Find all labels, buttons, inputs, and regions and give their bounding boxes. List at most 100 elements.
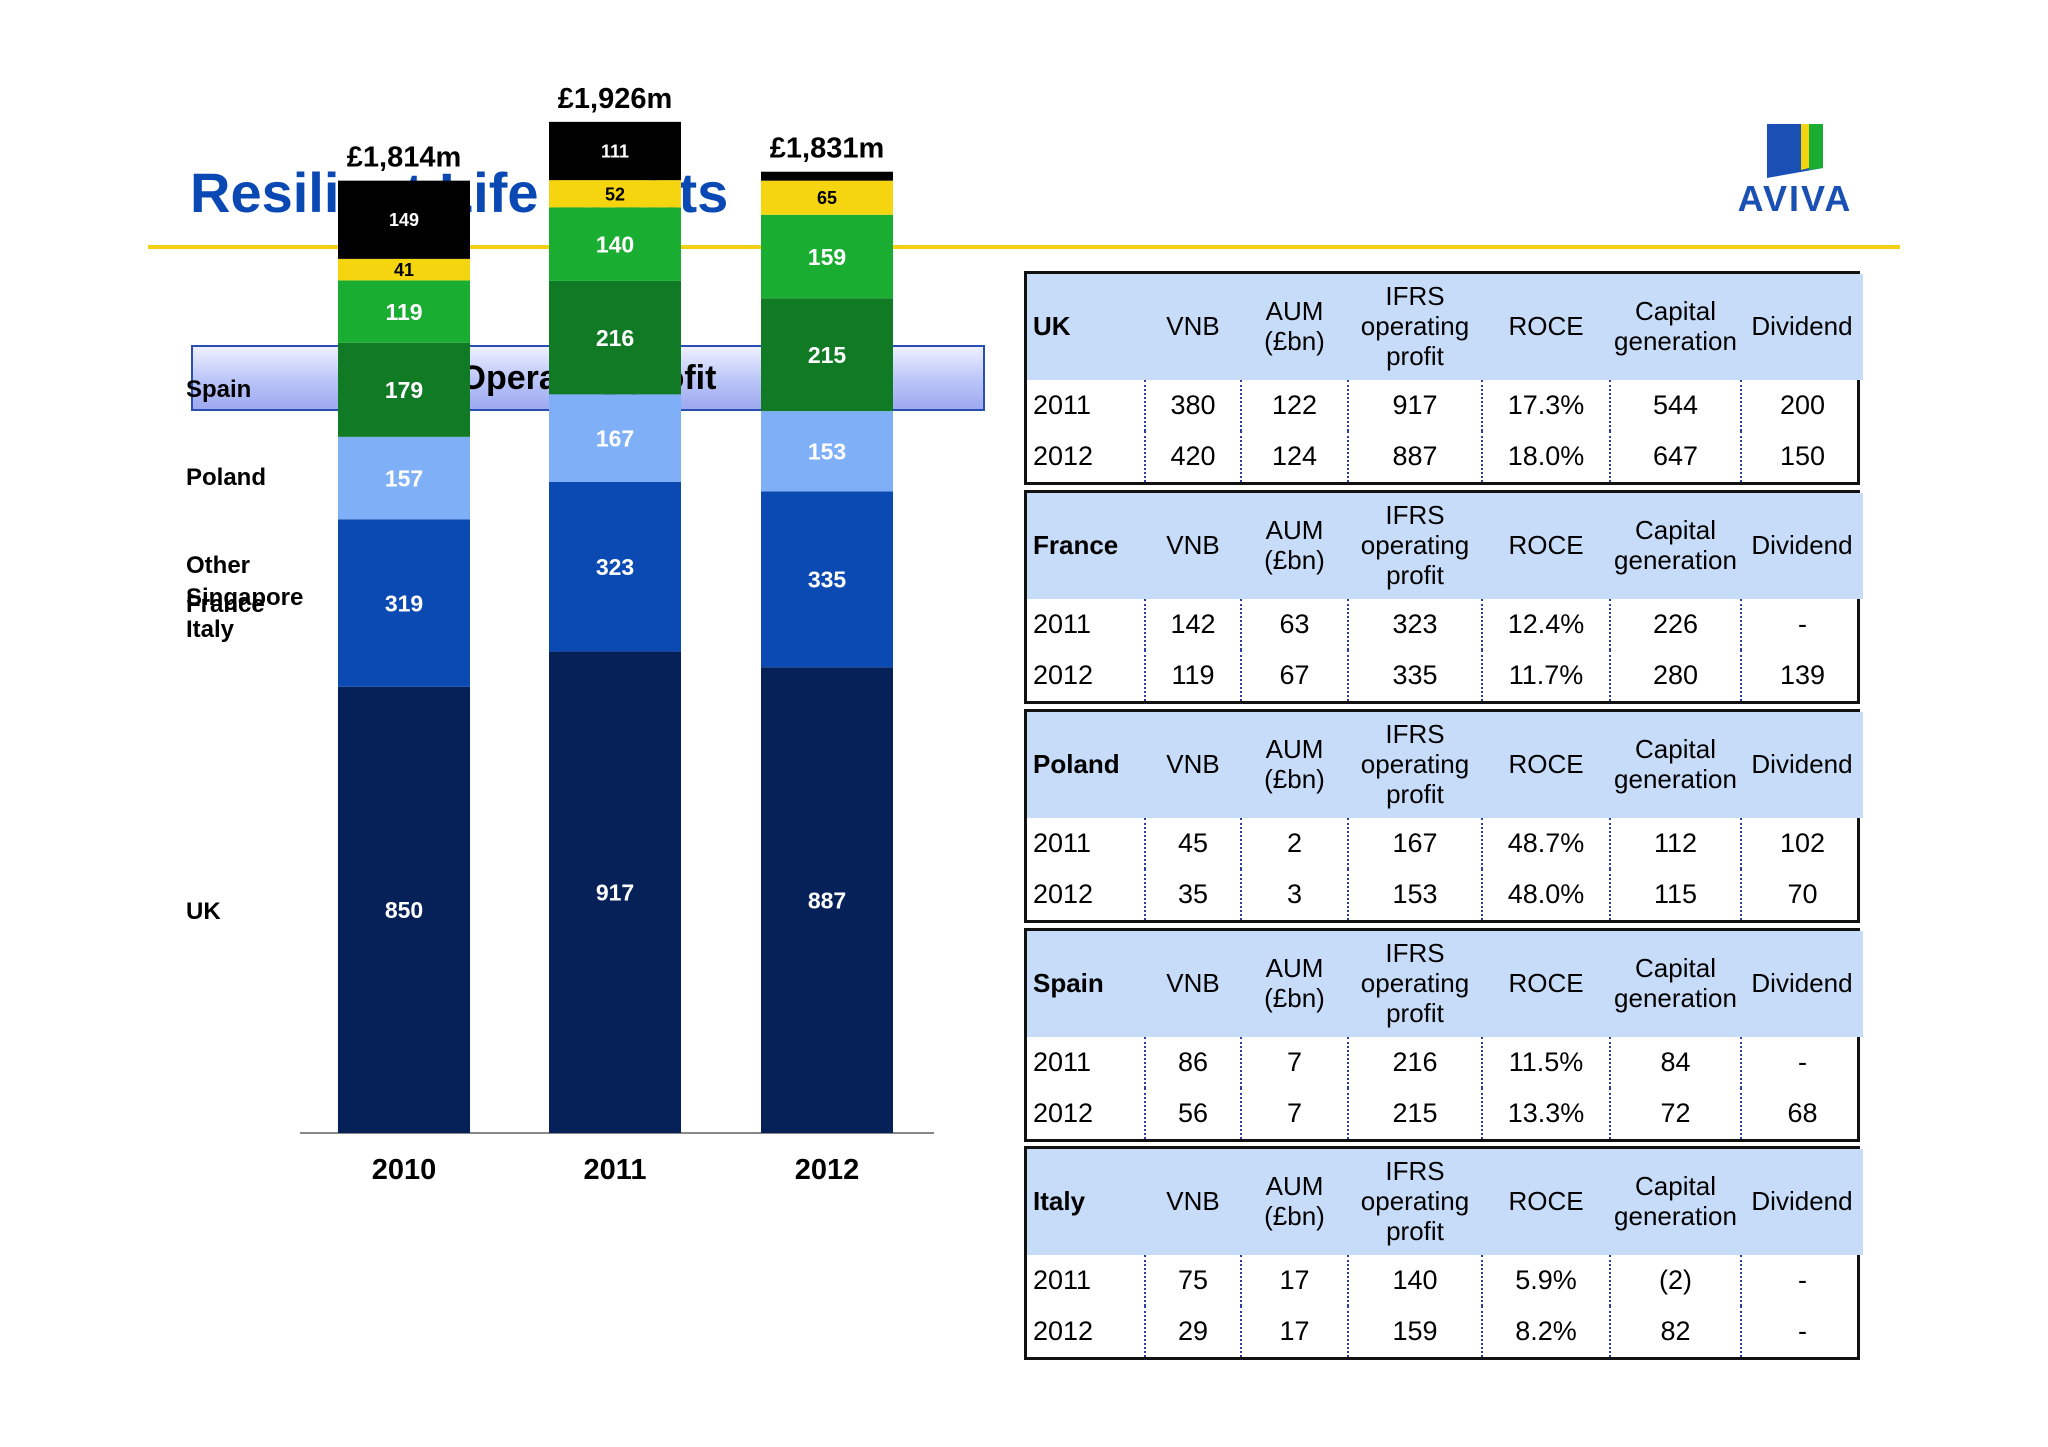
bar-2011-singapore: [549, 180, 681, 208]
row-year: 2011: [1033, 1047, 1092, 1077]
bar-2012-poland: [761, 411, 893, 492]
x-tick-label-2012: 2012: [795, 1154, 860, 1186]
aviva-logo: [1767, 124, 1823, 178]
table-row: 2012 29 17 159 8.2% 82-: [1027, 1306, 1863, 1357]
table-column-header: IFRS operating profit: [1348, 274, 1482, 380]
total-label-2011: £1,926m: [558, 83, 673, 115]
table-cell: 150: [1740, 431, 1863, 482]
legend-label-uk: UK: [186, 898, 221, 925]
table-cell: 226: [1609, 599, 1741, 650]
table-cell: 86: [1144, 1037, 1241, 1088]
bar-2010-spain: [338, 342, 470, 437]
table-cell: 917: [1347, 380, 1482, 431]
data-label-2010-other: 149: [389, 210, 419, 230]
table-cell: 17: [1240, 1306, 1348, 1357]
bar-2012-other: [761, 171, 893, 181]
table-cell: 12.4%: [1481, 599, 1610, 650]
bar-2012-france: [761, 491, 893, 668]
data-label-2010-poland: 157: [385, 465, 423, 491]
table-column-header: Dividend: [1741, 274, 1863, 380]
table-cell: 280: [1609, 650, 1741, 701]
table-row: 2011 380 122 917 17.3% 544 200: [1027, 380, 1863, 431]
row-year: 2012: [1033, 660, 1094, 690]
table-cell: 35: [1144, 869, 1241, 920]
table-cell: 380: [1144, 380, 1241, 431]
table-cell: 8.2%: [1481, 1306, 1610, 1357]
table-column-header: Capital generation: [1610, 1149, 1741, 1255]
table-cell: 122: [1240, 380, 1348, 431]
table-cell: 119: [1144, 650, 1241, 701]
table-cell: 140: [1347, 1255, 1482, 1306]
table-row: 2011 45 2 167 48.7% 112 102: [1027, 818, 1863, 869]
table-row: 2011 86 7 216 11.5% 84-: [1027, 1037, 1863, 1088]
table-column-header: ROCE: [1482, 1149, 1610, 1255]
table-column-header: IFRS operating profit: [1348, 712, 1482, 818]
bar-2012-spain: [761, 298, 893, 412]
table-column-header: Capital generation: [1610, 931, 1741, 1037]
table-column-header: AUM (£bn): [1241, 274, 1348, 380]
table-column-header: IFRS operating profit: [1348, 493, 1482, 599]
table-column-header: Dividend: [1741, 493, 1863, 599]
bar-2011-uk: [549, 651, 681, 1133]
bar-2011-poland: [549, 394, 681, 482]
table-cell: 647: [1609, 431, 1741, 482]
table-row: 2012 35 3 153 48.0% 115 70: [1027, 869, 1863, 920]
data-label-2011-singapore: 52: [605, 184, 625, 204]
table-cell: 200: [1740, 380, 1863, 431]
bar-2010-france: [338, 519, 470, 687]
table-column-header: Dividend: [1741, 712, 1863, 818]
logo-wordmark: AVIVA: [1737, 178, 1853, 219]
table-uk: UK VNB AUM (£bn) IFRS operating profit ROCE C…: [1024, 271, 1863, 485]
table-cell: 75: [1144, 1255, 1241, 1306]
bar-2010-singapore: [338, 258, 470, 281]
bar-2012-italy: [761, 214, 893, 299]
row-year: 2011: [1033, 828, 1092, 858]
data-label-2012-spain: 215: [808, 342, 847, 368]
bar-2011-france: [549, 482, 681, 652]
table-cell: 3: [1240, 869, 1348, 920]
table-cell: 142: [1144, 599, 1241, 650]
data-label-2010-uk: 850: [385, 897, 423, 923]
table-cell: 159: [1347, 1306, 1482, 1357]
table-cell: 115: [1609, 869, 1741, 920]
data-label-2011-italy: 140: [596, 231, 634, 257]
total-label-2010: £1,814m: [347, 142, 462, 174]
legend-label-france: France: [186, 591, 265, 618]
table-column-header: VNB: [1145, 712, 1241, 818]
data-label-2010-spain: 179: [385, 377, 423, 403]
table-cell: 215: [1347, 1088, 1482, 1139]
table-row: 2012 119 67 335 11.7% 280 139: [1027, 650, 1863, 701]
table-cell: 323: [1347, 599, 1482, 650]
table-column-header: VNB: [1145, 493, 1241, 599]
table-cell: 7: [1240, 1037, 1348, 1088]
table-cell: -: [1740, 1306, 1863, 1357]
data-label-2010-france: 319: [385, 590, 423, 616]
bar-2011-spain: [549, 280, 681, 395]
legend-label-poland: Poland: [186, 464, 266, 491]
table-cell: 82: [1609, 1306, 1741, 1357]
table-cell: 56: [1144, 1088, 1241, 1139]
table-cell: 7: [1240, 1088, 1348, 1139]
table-cell: 335: [1347, 650, 1482, 701]
table-cell: 11.5%: [1481, 1037, 1610, 1088]
table-column-header: VNB: [1145, 274, 1241, 380]
table-row: 2012 56 7 215 13.3% 72 68: [1027, 1088, 1863, 1139]
table-italy: Italy VNB AUM (£bn) IFRS operating profit RO…: [1024, 1146, 1863, 1360]
data-label-2012-france: 335: [808, 567, 847, 593]
x-tick-label-2011: 2011: [584, 1154, 647, 1186]
legend-label-singapore: Singapore: [186, 584, 303, 611]
table-column-header: AUM (£bn): [1241, 1149, 1348, 1255]
bar-2012-singapore: [761, 180, 893, 215]
data-label-2012-italy: 159: [808, 244, 846, 270]
row-year: 2012: [1033, 1098, 1094, 1128]
table-row: 2011 142 63 323 12.4% 226-: [1027, 599, 1863, 650]
bar-2011-other: [549, 121, 681, 181]
table-france: France VNB AUM (£bn) IFRS operating profit R…: [1024, 490, 1863, 704]
total-label-2012: £1,831m: [770, 133, 885, 165]
table-country-heading: UK: [1027, 274, 1145, 380]
bar-2010-italy: [338, 280, 470, 343]
row-year: 2012: [1033, 441, 1094, 471]
table-column-header: Dividend: [1741, 1149, 1863, 1255]
data-label-2010-singapore: 41: [394, 260, 414, 280]
table-cell: 112: [1609, 818, 1741, 869]
